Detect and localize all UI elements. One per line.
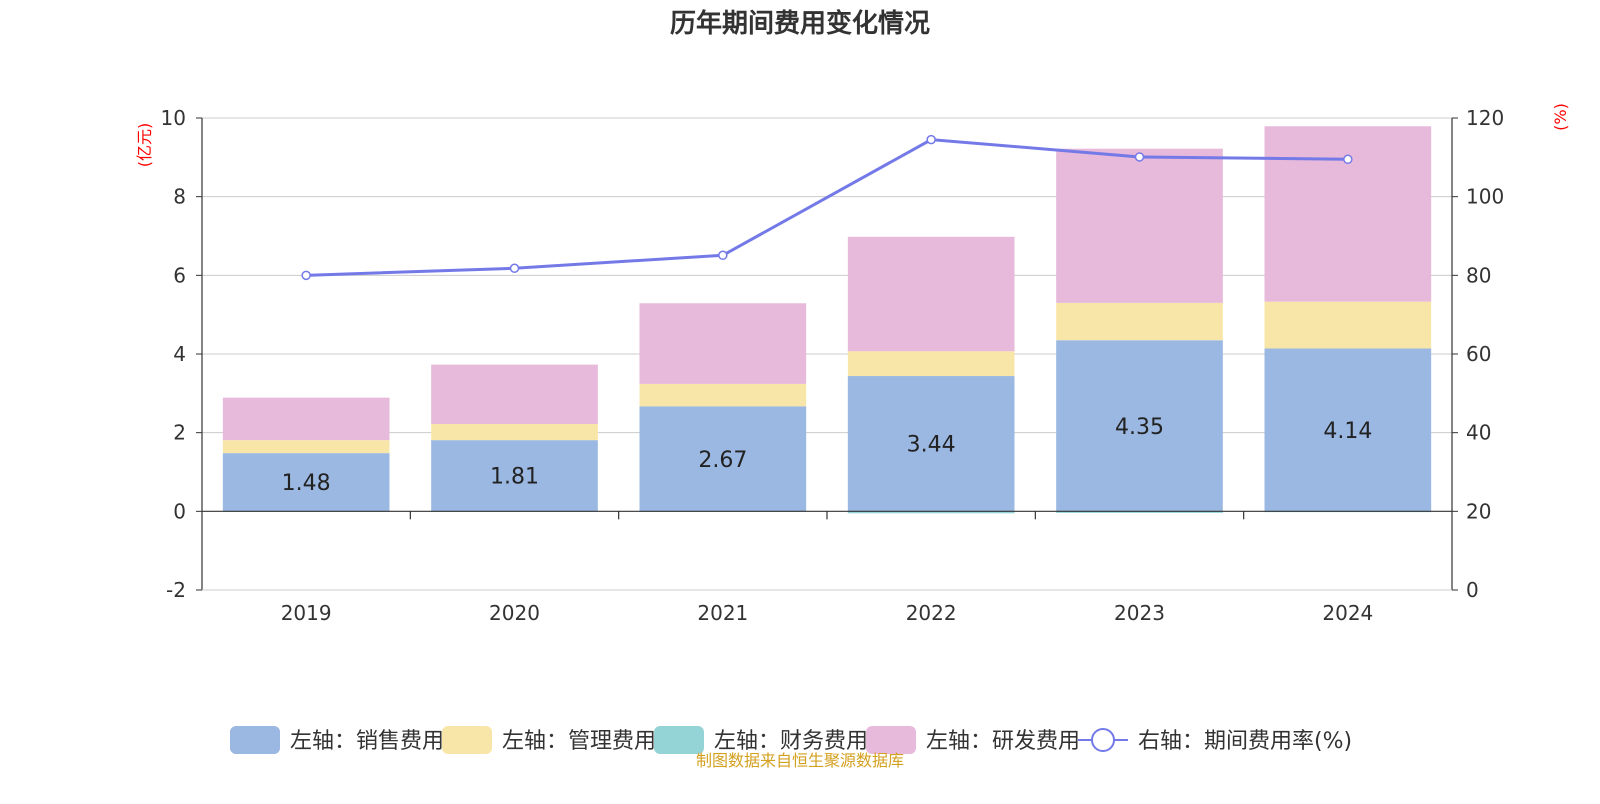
legend-circle-marker xyxy=(1091,728,1115,752)
legend-swatch xyxy=(442,726,492,754)
legend-label: 左轴：管理费用 xyxy=(502,729,656,754)
right-tick-label: 100 xyxy=(1466,185,1504,209)
rate-point xyxy=(926,134,936,145)
rate-point xyxy=(301,270,311,281)
bar-segment xyxy=(847,376,1015,512)
bar-value-label: 3.44 xyxy=(907,433,956,458)
legend-item: 左轴：研发费用 xyxy=(866,726,1080,754)
bar-segment xyxy=(431,424,598,441)
bar-segment xyxy=(639,303,807,384)
right-tick-label: 40 xyxy=(1466,421,1491,445)
left-tick-label: 0 xyxy=(173,499,186,523)
legend-label: 左轴：财务费用 xyxy=(714,729,868,754)
bar-segment xyxy=(1264,126,1432,302)
bar-segment xyxy=(1056,340,1223,512)
bar-segment xyxy=(222,440,390,454)
bar-segment xyxy=(1264,348,1432,512)
bar-segment xyxy=(431,364,598,425)
left-tick-label: 6 xyxy=(173,263,186,287)
x-tick-label: 2020 xyxy=(489,601,540,625)
bar-segment xyxy=(847,351,1015,377)
rate-point xyxy=(718,250,728,261)
legend-swatch xyxy=(654,726,704,754)
right-tick-label: 0 xyxy=(1466,578,1479,602)
left-tick-label: 4 xyxy=(173,342,186,366)
legend: 左轴：销售费用 左轴：管理费用 左轴：财务费用 左轴：研发费用 右轴：期间费用率(%) xyxy=(230,726,1352,754)
bar-value-label: 1.48 xyxy=(282,471,331,496)
source-note: 制图数据来自恒生聚源数据库 xyxy=(696,751,904,770)
bar-segment xyxy=(639,406,807,512)
legend-item: 左轴：销售费用 xyxy=(230,726,444,754)
rate-point xyxy=(1343,154,1353,165)
bar-value-label: 2.67 xyxy=(698,448,747,473)
bar-segment xyxy=(847,236,1015,352)
x-tick-label: 2021 xyxy=(697,601,748,625)
bar-segment xyxy=(1056,302,1223,341)
bar-value-label: 1.81 xyxy=(490,465,539,490)
left-tick-label: 2 xyxy=(173,421,186,445)
legend-label: 左轴：销售费用 xyxy=(290,729,444,754)
bar-series xyxy=(222,126,1432,514)
right-tick-label: 20 xyxy=(1466,499,1491,523)
bar-segment xyxy=(431,440,598,512)
left-tick-label: 8 xyxy=(173,185,186,209)
right-tick-label: 120 xyxy=(1466,106,1504,130)
legend-label: 左轴：研发费用 xyxy=(926,729,1080,754)
legend-swatch xyxy=(866,726,916,754)
chart-title: 历年期间费用变化情况 xyxy=(670,8,930,39)
bar-segment xyxy=(222,397,390,441)
rate-point xyxy=(1134,152,1145,162)
x-tick-label: 2024 xyxy=(1322,601,1373,625)
data-labels: 1.48 1.81 2.67 3.44 4.35 4.14 xyxy=(282,415,1373,496)
bar-segment xyxy=(847,511,1015,514)
line-series xyxy=(301,134,1353,281)
rate-point xyxy=(509,263,520,274)
legend-swatch xyxy=(230,726,280,754)
x-tick-label: 2023 xyxy=(1114,601,1165,625)
legend-item: 右轴：期间费用率(%) xyxy=(1078,728,1352,754)
bar-segment xyxy=(1264,301,1432,349)
legend-item: 左轴：财务费用 xyxy=(654,726,868,754)
right-axis-unit: (%) xyxy=(1551,103,1570,131)
right-tick-label: 80 xyxy=(1466,263,1491,287)
rate-line xyxy=(306,138,1348,277)
x-tick-label: 2019 xyxy=(281,601,332,625)
bar-segment xyxy=(639,383,807,407)
bar-segment xyxy=(222,453,390,512)
bar-segment xyxy=(1056,148,1223,303)
bar-value-label: 4.14 xyxy=(1323,419,1372,444)
left-tick-label: 10 xyxy=(161,106,186,130)
left-tick-label: -2 xyxy=(166,578,186,602)
legend-item: 左轴：管理费用 xyxy=(442,726,656,754)
right-tick-label: 60 xyxy=(1466,342,1491,366)
bar-value-label: 4.35 xyxy=(1115,415,1164,440)
x-tick-label: 2022 xyxy=(906,601,957,625)
bar-segment xyxy=(1056,511,1223,513)
legend-label: 右轴：期间费用率(%) xyxy=(1138,729,1352,754)
left-axis-unit: (亿元) xyxy=(135,123,154,168)
